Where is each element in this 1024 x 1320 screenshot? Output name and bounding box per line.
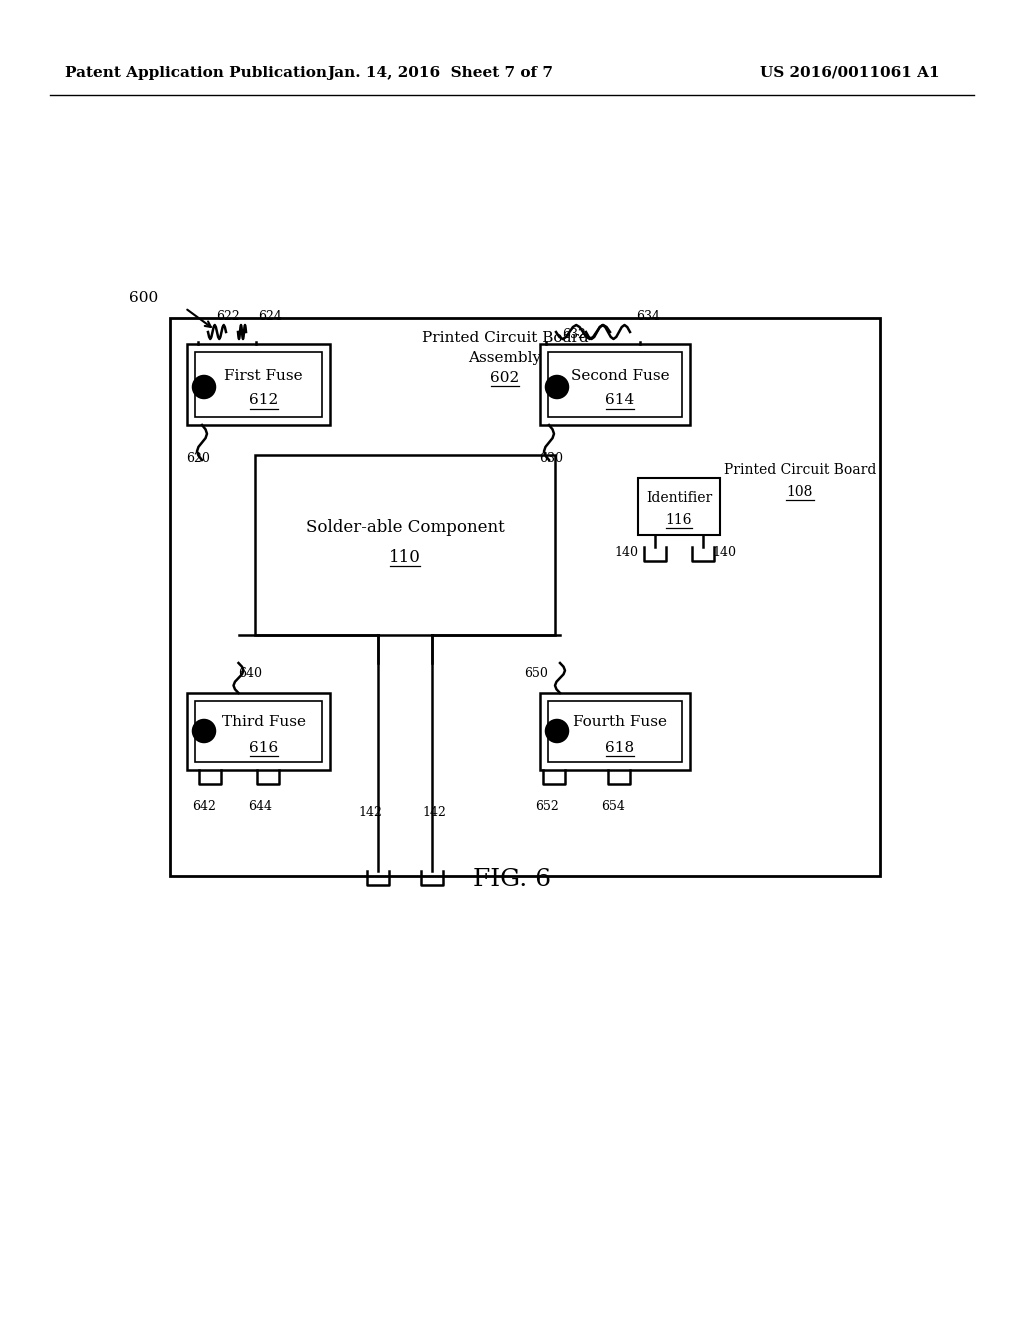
Text: US 2016/0011061 A1: US 2016/0011061 A1 <box>760 66 940 81</box>
Text: 612: 612 <box>249 393 279 408</box>
Text: 620: 620 <box>186 451 210 465</box>
Text: Patent Application Publication: Patent Application Publication <box>65 66 327 81</box>
Text: 652: 652 <box>536 800 559 813</box>
Text: First Fuse: First Fuse <box>224 368 303 383</box>
Bar <box>195 352 322 417</box>
Text: Printed Circuit Board: Printed Circuit Board <box>422 331 589 345</box>
Text: 654: 654 <box>601 800 625 813</box>
Text: 140: 140 <box>712 546 736 560</box>
Circle shape <box>193 719 215 742</box>
Text: 108: 108 <box>786 484 813 499</box>
Text: Printed Circuit Board: Printed Circuit Board <box>724 463 877 477</box>
Bar <box>187 345 330 425</box>
Text: 630: 630 <box>539 451 563 465</box>
Bar <box>170 318 880 876</box>
Bar <box>195 701 322 762</box>
Bar <box>548 352 682 417</box>
Text: 650: 650 <box>524 667 548 680</box>
Bar <box>540 345 690 425</box>
Text: 140: 140 <box>614 546 638 560</box>
Text: 642: 642 <box>193 800 216 813</box>
Bar <box>638 478 720 535</box>
Text: 116: 116 <box>666 513 692 527</box>
Text: 618: 618 <box>605 741 635 755</box>
Bar <box>187 693 330 770</box>
Circle shape <box>193 376 215 399</box>
Text: 600: 600 <box>129 290 158 305</box>
Bar <box>540 693 690 770</box>
Text: Fourth Fuse: Fourth Fuse <box>573 715 667 730</box>
Text: Solder-able Component: Solder-able Component <box>305 520 505 536</box>
Text: 616: 616 <box>249 741 279 755</box>
Text: 602: 602 <box>490 371 519 385</box>
Circle shape <box>546 719 568 742</box>
Text: Third Fuse: Third Fuse <box>221 715 305 730</box>
Bar <box>548 701 682 762</box>
Text: 614: 614 <box>605 393 635 408</box>
Circle shape <box>546 376 568 399</box>
Text: Identifier: Identifier <box>646 491 712 506</box>
Text: 142: 142 <box>422 807 445 818</box>
Text: Assembly: Assembly <box>468 351 542 366</box>
Text: 622: 622 <box>216 310 240 323</box>
Text: Second Fuse: Second Fuse <box>570 368 670 383</box>
Bar <box>255 455 555 635</box>
Text: 632: 632 <box>562 327 586 341</box>
Text: 644: 644 <box>248 800 272 813</box>
Text: 640: 640 <box>238 667 262 680</box>
Text: 110: 110 <box>389 549 421 566</box>
Text: FIG. 6: FIG. 6 <box>473 869 551 891</box>
Text: 142: 142 <box>358 807 382 818</box>
Text: 624: 624 <box>258 310 282 323</box>
Text: 634: 634 <box>636 310 660 323</box>
Text: Jan. 14, 2016  Sheet 7 of 7: Jan. 14, 2016 Sheet 7 of 7 <box>327 66 553 81</box>
